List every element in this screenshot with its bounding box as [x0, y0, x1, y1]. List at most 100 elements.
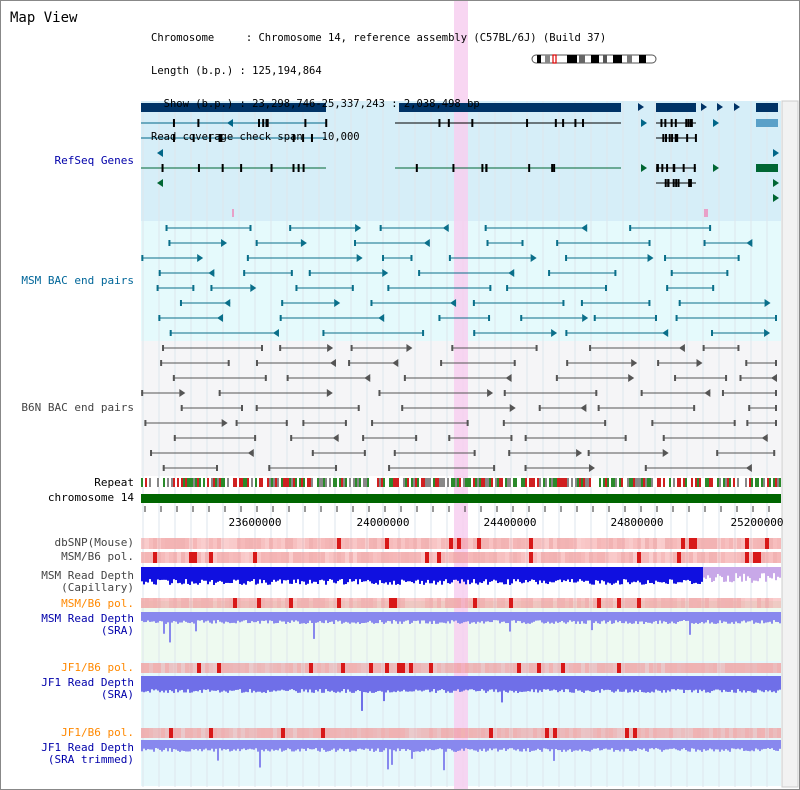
track-label-msm-depth-capillary[interactable]: MSM Read Depth (Capillary)	[41, 569, 134, 594]
track-label-msm-bac[interactable]: MSM BAC end pairs	[21, 274, 134, 287]
depth-bar	[151, 612, 153, 622]
strip-cell	[525, 598, 529, 608]
strand-arrow-icon	[157, 149, 163, 157]
strip-cell	[665, 728, 669, 738]
depth-bar	[759, 740, 761, 752]
bac-end-mark	[548, 270, 551, 276]
repeat-segment	[645, 478, 647, 487]
depth-bar	[405, 740, 407, 751]
repeat-segment	[489, 478, 491, 487]
bac-end-mark	[370, 300, 373, 306]
chromosome-ideogram[interactable]	[531, 54, 657, 64]
strip-cell	[173, 728, 177, 738]
strand-arrow-icon	[450, 299, 457, 307]
strip-cell	[581, 663, 585, 673]
strip-cell	[185, 552, 189, 563]
repeat-segment	[391, 478, 393, 487]
bac-end-mark	[484, 225, 487, 231]
strip-cell	[649, 598, 653, 608]
depth-bar	[267, 567, 269, 585]
depth-bar	[501, 740, 503, 750]
depth-bar	[343, 567, 345, 585]
track-label-jf1-b6-pol-2[interactable]: JF1/B6 pol.	[61, 726, 134, 739]
repeat-segment	[577, 478, 579, 487]
repeat-segment	[507, 478, 509, 487]
strand-arrow-icon	[197, 254, 204, 262]
track-label-jf1-b6-pol-1[interactable]: JF1/B6 pol.	[61, 661, 134, 674]
depth-bar	[237, 740, 239, 749]
depth-bar	[499, 612, 501, 624]
depth-bar	[223, 676, 225, 691]
strip-cell	[685, 552, 689, 563]
depth-bar	[721, 567, 723, 578]
depth-bar	[145, 676, 147, 692]
depth-bar	[471, 612, 473, 623]
depth-bar	[653, 612, 655, 622]
track-label-refseq[interactable]: RefSeq Genes	[54, 154, 134, 167]
repeat-segment	[277, 478, 279, 487]
depth-bar	[621, 740, 623, 750]
depth-bar	[507, 567, 509, 580]
exon-mark	[270, 164, 273, 172]
strip-cell	[521, 552, 525, 563]
depth-bar	[241, 676, 243, 693]
depth-bar	[687, 612, 689, 621]
repeat-segment	[455, 478, 457, 487]
depth-bar	[459, 612, 461, 624]
strip-cell	[233, 552, 237, 563]
length-line: Length (b.p.) : 125,194,864	[151, 65, 322, 77]
track-label-repeat[interactable]: Repeat	[94, 476, 134, 489]
track-label-msm-depth-sra[interactable]: MSM Read Depth (SRA)	[41, 612, 134, 637]
repeat-segment	[575, 478, 577, 487]
repeat-segment	[525, 478, 527, 487]
strip-cell	[765, 538, 769, 549]
depth-bar	[499, 740, 501, 750]
strand-arrow-icon	[581, 224, 588, 232]
track-label-msm-b6-pol-1[interactable]: MSM/B6 pol.	[61, 550, 134, 563]
repeat-segment	[485, 478, 487, 487]
repeat-segment	[559, 478, 561, 487]
depth-bar	[353, 567, 355, 582]
track-label-msm-b6-pol-2[interactable]: MSM/B6 pol.	[61, 597, 134, 610]
strip-cell	[325, 663, 329, 673]
depth-bar	[595, 567, 597, 581]
depth-bar	[443, 567, 445, 582]
depth-bar	[709, 740, 711, 749]
depth-bar	[363, 567, 365, 582]
depth-bar	[511, 740, 513, 749]
repeat-segment	[457, 478, 459, 487]
depth-bar	[771, 676, 773, 693]
depth-bar	[369, 612, 371, 621]
depth-bar	[615, 567, 617, 583]
depth-bar	[465, 567, 467, 585]
depth-bar	[593, 567, 595, 585]
repeat-segment	[755, 478, 757, 487]
depth-bar	[343, 740, 345, 752]
strip-cell	[721, 598, 725, 608]
depth-bar	[627, 567, 629, 583]
track-label-jf1-depth-sra[interactable]: JF1 Read Depth (SRA)	[41, 676, 134, 701]
track-label-b6n-bac[interactable]: B6N BAC end pairs	[21, 401, 134, 414]
repeat-segment	[703, 478, 705, 487]
strip-cell	[749, 552, 753, 563]
strip-cell	[733, 598, 737, 608]
depth-bar	[253, 567, 255, 580]
depth-bar	[567, 612, 569, 623]
strip-cell	[725, 538, 729, 549]
strip-cell	[525, 538, 529, 549]
depth-bar	[641, 612, 643, 622]
exon-mark	[661, 164, 664, 172]
depth-bar	[713, 567, 715, 581]
strip-cell	[165, 538, 169, 549]
repeat-segment	[733, 478, 735, 487]
depth-bar	[463, 567, 465, 582]
track-label-jf1-depth-trimmed[interactable]: JF1 Read Depth (SRA trimmed)	[41, 741, 134, 766]
track-label-dbsnp[interactable]: dbSNP(Mouse)	[54, 536, 134, 549]
strip-cell	[665, 598, 669, 608]
track-label-chromosome[interactable]: chromosome 14	[47, 491, 134, 504]
depth-bar	[479, 740, 481, 750]
repeat-segment	[601, 478, 603, 487]
depth-bar	[747, 567, 749, 577]
depth-bar	[647, 740, 649, 752]
depth-bar	[177, 740, 179, 751]
